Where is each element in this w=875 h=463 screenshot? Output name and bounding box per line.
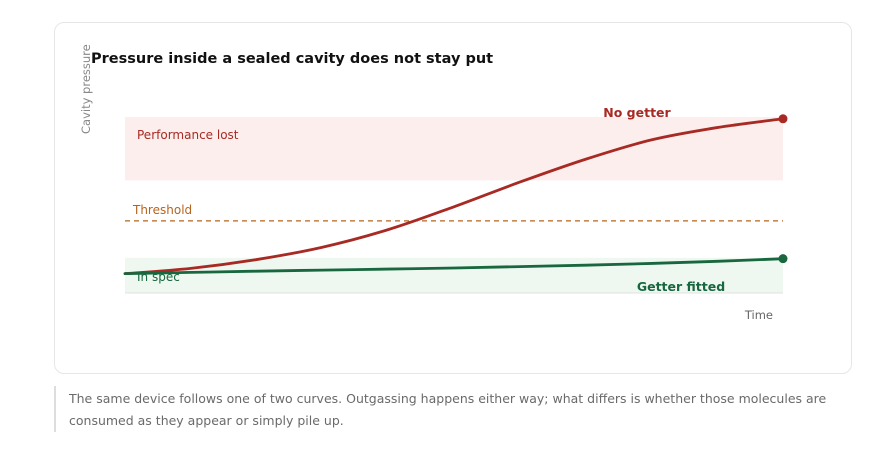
series-end-point-no-getter [778,114,788,124]
series-end-point-getter-fitted [778,254,788,264]
band-performance-lost [125,117,783,181]
caption-rule [54,386,56,432]
chart-svg: Pressure inside a sealed cavity does not… [79,44,788,322]
band-label-performance-lost: Performance lost [137,128,239,142]
series-line-getter-fitted [123,257,785,276]
y-axis-label: Cavity pressure [79,44,93,134]
chart-title: Pressure inside a sealed cavity does not… [91,51,493,67]
figure-caption: The same device follows one of two curve… [69,391,827,428]
series-label-no-getter: No getter [603,105,671,120]
series-line-no-getter [123,117,785,276]
chart-card [54,22,852,374]
series-label-getter-fitted: Getter fitted [637,279,725,294]
x-axis-label: Time [744,308,773,322]
threshold-label: Threshold [132,203,192,217]
